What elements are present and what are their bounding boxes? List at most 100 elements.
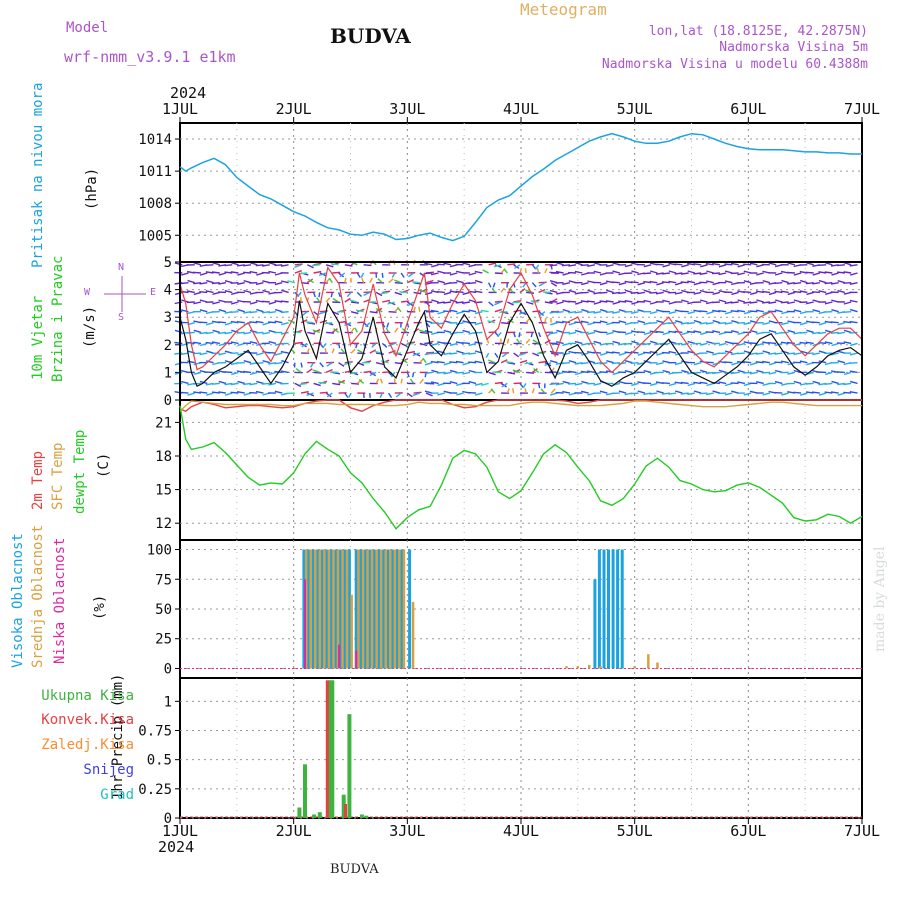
wind-arrow — [512, 332, 516, 338]
wind-arrow — [600, 308, 608, 313]
wind-arrow — [449, 369, 458, 374]
wind-arrow — [743, 301, 752, 304]
wind-arrow — [430, 272, 439, 276]
high-cloud-bar — [382, 549, 385, 669]
wind-arrow — [580, 362, 589, 365]
wind-arrow — [255, 370, 264, 374]
wind-arrow — [793, 299, 802, 303]
mid-cloud-bar — [565, 666, 568, 669]
y-tick-label: 15 — [155, 483, 172, 499]
x-tick-label-top: 2JUL — [276, 100, 312, 118]
wind-arrow — [186, 290, 195, 294]
x-tick-label-top: 7JUL — [844, 100, 880, 118]
mid-cloud-bar — [345, 549, 349, 669]
wind-arrow — [274, 264, 283, 267]
wind-arrow — [211, 271, 220, 274]
wind-arrow — [496, 331, 502, 338]
wind-arrow — [391, 272, 396, 278]
wind-arrow — [294, 263, 303, 266]
wind-arrow — [674, 291, 683, 295]
wind-arrow — [443, 329, 452, 334]
total-precip-bar — [297, 807, 302, 818]
wind-arrow — [388, 278, 394, 284]
wind-arrow — [488, 371, 496, 376]
wind-arrow — [587, 289, 596, 294]
mid-cloud-bar — [332, 549, 335, 669]
wind-arrow — [793, 380, 802, 385]
wind-arrow — [636, 331, 645, 334]
x-tick-label-bottom: 6JUL — [730, 822, 766, 840]
mid-cloud-bar — [370, 549, 374, 669]
wind-arrow — [675, 390, 683, 394]
mid-cloud-bar — [304, 549, 308, 669]
wind-arrow — [506, 388, 510, 394]
wind-arrow — [281, 289, 289, 294]
wind-arrow — [805, 341, 814, 345]
wind-arrow — [718, 322, 727, 325]
wind-arrow — [849, 320, 858, 324]
wind-arrow — [787, 291, 796, 296]
wind-arrow — [700, 369, 708, 374]
wind-arrow — [193, 329, 202, 334]
y-tick-label: 18 — [155, 449, 172, 465]
wind-arrow — [762, 392, 771, 396]
wind-arrow — [550, 388, 556, 394]
wind-arrow — [730, 301, 739, 304]
high-cloud-bar — [391, 549, 395, 669]
wind-arrow — [230, 382, 239, 386]
wind-arrow — [262, 331, 270, 335]
wind-arrow — [218, 342, 227, 347]
wind-arrow — [599, 371, 608, 374]
wind-arrow — [487, 282, 492, 288]
wind-arrow — [749, 301, 758, 304]
wind-arrow — [494, 300, 503, 303]
wind-arrow — [436, 371, 445, 374]
wind-arrow — [668, 350, 677, 354]
wind-arrow — [761, 371, 770, 374]
year-top: 2024 — [170, 84, 207, 102]
wind-arrow — [360, 272, 365, 278]
mid-cloud-bar — [398, 549, 401, 669]
mid-cloud-bar — [656, 662, 659, 669]
mid-cloud-bar — [309, 549, 312, 669]
wind-arrow — [449, 272, 458, 276]
wind-arrow — [256, 380, 264, 385]
wind-arrow — [649, 392, 658, 395]
panel-frame — [179, 122, 863, 263]
wind-arrow — [799, 331, 808, 334]
wind-arrow — [724, 263, 733, 266]
wind-arrow — [618, 300, 627, 303]
wind-arrow — [518, 352, 527, 356]
wind-arrow — [482, 269, 489, 274]
wind-arrow — [519, 359, 528, 364]
high-cloud-bar — [372, 549, 376, 669]
wind-arrow — [837, 271, 845, 274]
wind-arrow — [538, 288, 546, 294]
page-title: BUDVA — [330, 24, 411, 48]
wind-arrow — [261, 382, 270, 385]
wind-arrow — [406, 279, 414, 284]
wind-arrow — [830, 331, 839, 334]
wind-arrow — [587, 264, 596, 267]
wind-arrow — [624, 360, 633, 364]
wind-arrow — [662, 264, 671, 268]
wind-arrow — [181, 342, 189, 347]
wind-arrow — [419, 342, 428, 347]
wind-arrow — [837, 264, 845, 267]
wind-arrow — [394, 279, 402, 284]
wind-arrow — [425, 279, 434, 284]
wind-arrow — [199, 282, 208, 285]
wind-arrow — [849, 370, 858, 374]
wind-arrow — [199, 391, 208, 394]
wind-arrow — [599, 300, 608, 303]
wind-arrow — [718, 310, 727, 313]
wind-arrow — [580, 320, 589, 324]
wind-arrow — [649, 382, 658, 387]
wind-arrow — [768, 329, 777, 334]
cloud-ylabel-low: Niska Oblacnost — [52, 537, 68, 664]
mid-cloud-bar — [336, 549, 340, 669]
wind-arrow — [344, 277, 347, 283]
wind-arrow — [849, 391, 858, 394]
wind-arrow — [430, 360, 439, 364]
wind-arrow — [605, 311, 614, 313]
